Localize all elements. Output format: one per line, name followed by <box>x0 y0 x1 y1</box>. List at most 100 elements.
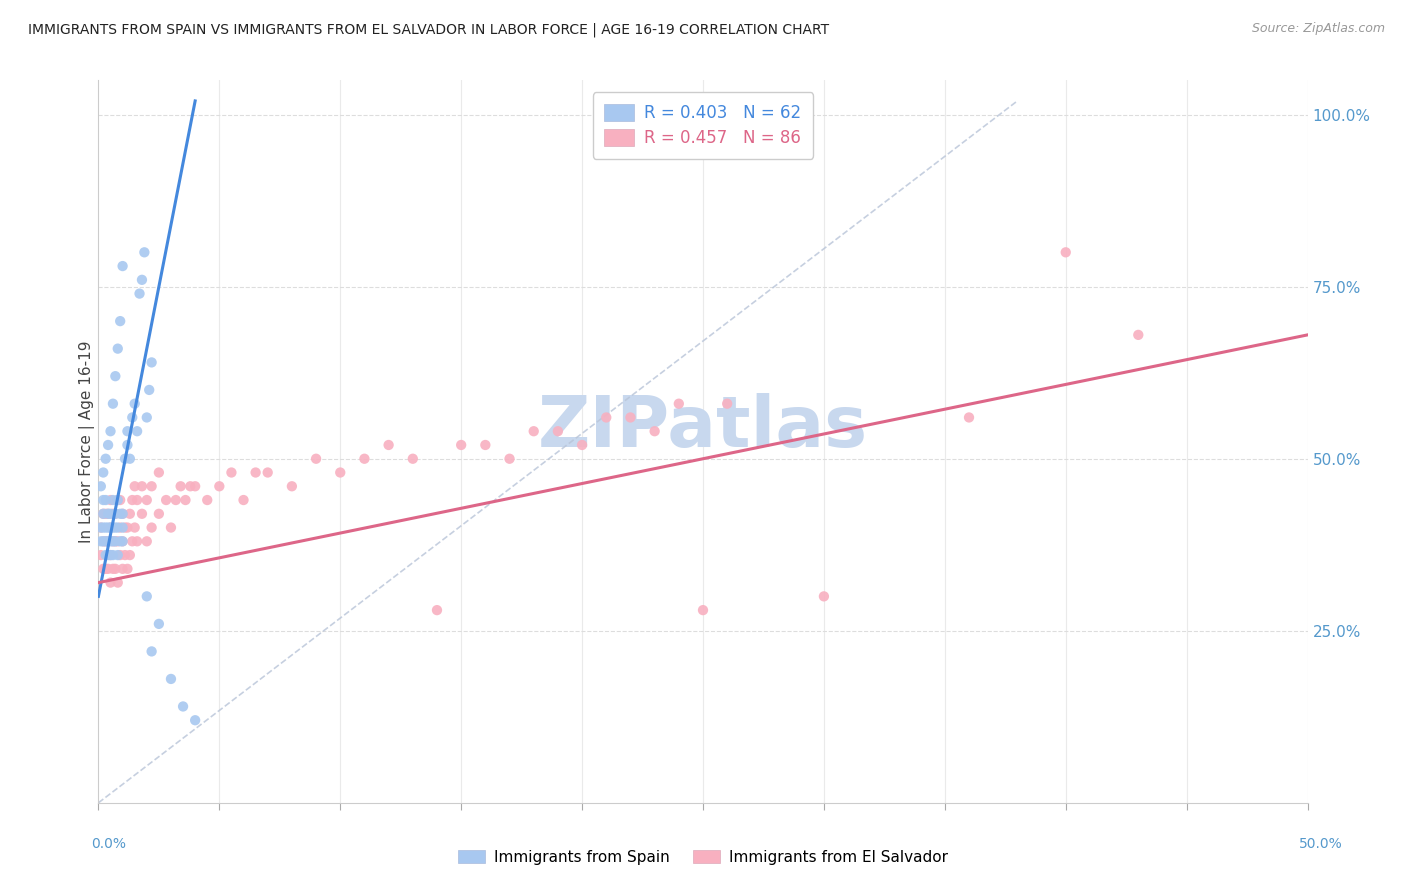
Point <box>100 520 122 534</box>
Point <box>117 438 139 452</box>
Point <box>160 520 183 534</box>
Legend: Immigrants from Spain, Immigrants from El Salvador: Immigrants from Spain, Immigrants from E… <box>451 844 955 871</box>
Point <box>184 479 207 493</box>
Point <box>179 479 201 493</box>
Point <box>91 520 114 534</box>
Point <box>101 397 124 411</box>
Point <box>90 548 112 562</box>
Point <box>107 520 129 534</box>
Point <box>100 493 122 508</box>
Point <box>498 451 520 466</box>
Point <box>474 438 496 452</box>
Point <box>121 534 143 549</box>
Point <box>90 534 112 549</box>
Point <box>97 438 120 452</box>
Point <box>402 451 425 466</box>
Point <box>1128 327 1150 342</box>
Point <box>100 575 122 590</box>
Point <box>117 424 139 438</box>
Point <box>104 507 127 521</box>
Point <box>245 466 267 480</box>
Point <box>377 438 399 452</box>
Point <box>155 493 177 508</box>
Point <box>94 534 117 549</box>
Text: 50.0%: 50.0% <box>1299 837 1343 851</box>
Point <box>100 507 122 521</box>
Point <box>118 548 141 562</box>
Point <box>172 699 194 714</box>
Point <box>135 410 157 425</box>
Point <box>101 548 124 562</box>
Point <box>101 493 124 508</box>
Point <box>353 451 375 466</box>
Point <box>195 493 218 508</box>
Point <box>97 548 120 562</box>
Point <box>141 644 163 658</box>
Point <box>101 534 124 549</box>
Point <box>450 438 472 452</box>
Point <box>128 286 150 301</box>
Point <box>127 493 149 508</box>
Point <box>101 534 124 549</box>
Point <box>94 548 117 562</box>
Point <box>165 493 187 508</box>
Point <box>124 479 146 493</box>
Point <box>523 424 546 438</box>
Point <box>101 507 124 521</box>
Point <box>97 507 120 521</box>
Point <box>97 520 120 534</box>
Point <box>104 507 127 521</box>
Point <box>160 672 183 686</box>
Y-axis label: In Labor Force | Age 16-19: In Labor Force | Age 16-19 <box>79 340 96 543</box>
Point <box>111 534 134 549</box>
Point <box>108 507 131 521</box>
Point <box>329 466 352 480</box>
Point <box>148 466 170 480</box>
Point <box>104 562 127 576</box>
Point <box>107 493 129 508</box>
Point <box>232 493 254 508</box>
Point <box>124 520 146 534</box>
Point <box>111 520 134 534</box>
Point <box>117 520 139 534</box>
Point <box>107 548 129 562</box>
Point <box>108 314 131 328</box>
Point <box>131 479 153 493</box>
Point <box>281 479 304 493</box>
Point <box>90 479 112 493</box>
Point <box>141 479 163 493</box>
Point <box>94 507 117 521</box>
Point <box>121 410 143 425</box>
Point <box>91 466 114 480</box>
Point <box>169 479 191 493</box>
Point <box>138 383 160 397</box>
Point <box>716 397 738 411</box>
Point <box>107 493 129 508</box>
Text: Source: ZipAtlas.com: Source: ZipAtlas.com <box>1251 22 1385 36</box>
Point <box>101 562 124 576</box>
Point <box>91 507 114 521</box>
Point <box>104 520 127 534</box>
Point <box>108 493 131 508</box>
Point <box>114 548 136 562</box>
Point <box>94 493 117 508</box>
Point <box>94 534 117 549</box>
Point <box>97 534 120 549</box>
Point <box>135 493 157 508</box>
Point <box>90 520 112 534</box>
Point <box>148 616 170 631</box>
Point <box>256 466 278 480</box>
Point <box>97 562 120 576</box>
Point <box>111 507 134 521</box>
Point <box>91 562 114 576</box>
Point <box>813 590 835 604</box>
Point <box>104 534 127 549</box>
Point <box>94 520 117 534</box>
Point <box>91 507 114 521</box>
Point <box>114 520 136 534</box>
Point <box>1054 245 1077 260</box>
Legend: R = 0.403   N = 62, R = 0.457   N = 86: R = 0.403 N = 62, R = 0.457 N = 86 <box>593 92 813 159</box>
Point <box>107 575 129 590</box>
Point <box>141 355 163 369</box>
Text: ZIPatlas: ZIPatlas <box>538 392 868 461</box>
